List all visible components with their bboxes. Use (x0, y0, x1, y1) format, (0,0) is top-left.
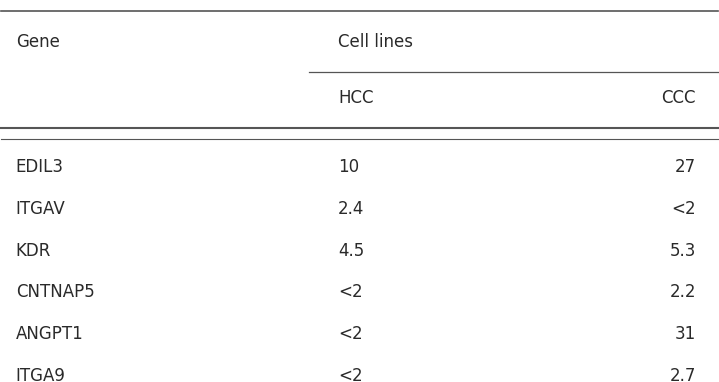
Text: Cell lines: Cell lines (338, 34, 413, 52)
Text: <2: <2 (338, 325, 362, 343)
Text: <2: <2 (672, 200, 696, 218)
Text: 10: 10 (338, 158, 359, 176)
Text: <2: <2 (338, 283, 362, 301)
Text: <2: <2 (338, 367, 362, 382)
Text: 2.2: 2.2 (669, 283, 696, 301)
Text: 5.3: 5.3 (670, 241, 696, 259)
Text: ITGA9: ITGA9 (16, 367, 65, 382)
Text: 4.5: 4.5 (338, 241, 365, 259)
Text: KDR: KDR (16, 241, 51, 259)
Text: 27: 27 (675, 158, 696, 176)
Text: 31: 31 (675, 325, 696, 343)
Text: CCC: CCC (661, 89, 696, 107)
Text: CNTNAP5: CNTNAP5 (16, 283, 94, 301)
Text: 2.4: 2.4 (338, 200, 365, 218)
Text: ANGPT1: ANGPT1 (16, 325, 83, 343)
Text: Gene: Gene (16, 34, 60, 52)
Text: 2.7: 2.7 (670, 367, 696, 382)
Text: HCC: HCC (338, 89, 373, 107)
Text: ITGAV: ITGAV (16, 200, 65, 218)
Text: EDIL3: EDIL3 (16, 158, 64, 176)
